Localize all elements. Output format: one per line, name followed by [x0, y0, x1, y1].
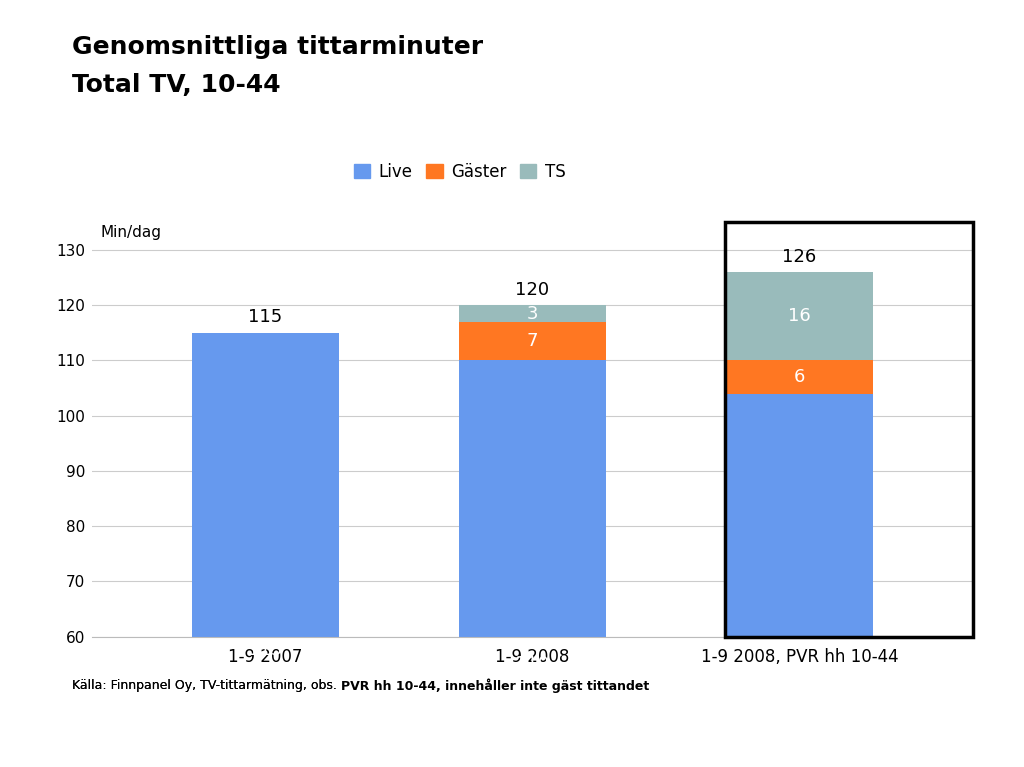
Bar: [459, 305, 606, 322]
Legend: Live, Gäster, TS: Live, Gäster, TS: [347, 156, 572, 188]
Text: 3: 3: [526, 304, 539, 323]
Text: 7: 7: [526, 332, 539, 351]
Bar: [193, 333, 339, 767]
Bar: [726, 393, 872, 767]
Bar: [459, 322, 606, 360]
Text: Genomsnittliga tittarminuter: Genomsnittliga tittarminuter: [72, 35, 482, 58]
Text: Källa: Finnpanel Oy, TV-tittarmätning, obs.: Källa: Finnpanel Oy, TV-tittarmätning, o…: [72, 679, 341, 692]
Text: 115: 115: [249, 308, 283, 326]
Text: 16: 16: [787, 308, 811, 325]
Text: Total TV, 10-44: Total TV, 10-44: [72, 73, 281, 97]
Text: 110: 110: [515, 655, 550, 673]
Text: 6: 6: [794, 368, 805, 386]
Text: Källa: Finnpanel Oy, TV-tittarmätning, obs.: Källa: Finnpanel Oy, TV-tittarmätning, o…: [72, 679, 341, 692]
Bar: [459, 360, 606, 767]
Text: 120: 120: [515, 281, 550, 298]
Text: 104: 104: [782, 672, 816, 690]
Text: 115: 115: [249, 641, 283, 660]
Text: Min/dag: Min/dag: [100, 225, 161, 240]
Bar: [725, 222, 973, 637]
Text: PVR hh 10-44, innehåller inte gäst tittandet: PVR hh 10-44, innehåller inte gäst titta…: [341, 679, 649, 693]
Text: 126: 126: [782, 248, 816, 265]
Bar: [726, 360, 872, 393]
Bar: [726, 272, 872, 360]
